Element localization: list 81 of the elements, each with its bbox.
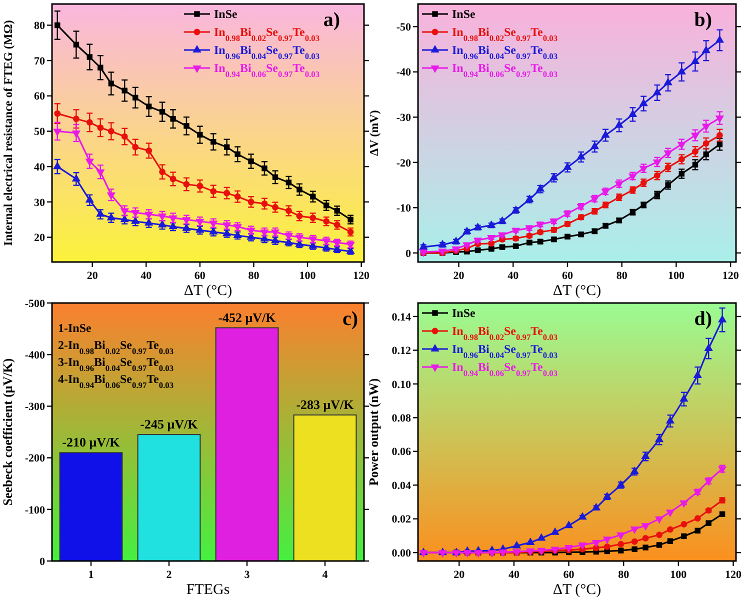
x-tick-label: 60 [562,270,574,282]
x-tick-label: 20 [453,270,465,282]
y-tick-label: 0.14 [392,311,412,324]
y-axis-title: ΔV (mV) [367,110,381,156]
y-axis-title: Internal electrical resistance of FTEG (MΩ) [1,20,15,246]
y-tick-label: -500 [24,298,46,310]
legend-label: In$_{0.98}$Bi$_{0.02}$Se$_{0.97}$Te$_{0.03}$ [452,324,558,342]
y-tick-label: 30 [34,196,46,209]
legend-label: InSe [452,7,476,22]
x-axis-title: ΔT (°C) [552,283,602,299]
legend-label: In$_{0.96}$Bi$_{0.04}$Se$_{0.97}$Te$_{0.03}$ [452,342,558,360]
y-tick-label: 0.04 [392,480,412,492]
data-label: -245 μV/K [140,416,199,432]
annotation: 4-In$_{0.94}$Bi$_{0.06}$Se$_{0.97}$Te$_{0.03}$ [58,372,174,390]
annotation: 1-InSe [58,321,92,335]
x-tick-label: 100 [668,270,685,282]
y-tick-label: 0.00 [392,547,412,560]
annotation: 2-In$_{0.98}$Bi$_{0.02}$Se$_{0.97}$Te$_{0.03}$ [58,338,174,356]
y-tick-label: 70 [34,55,46,68]
y-tick-label: -10 [396,202,412,215]
x-tick-label: 2 [166,569,172,581]
x-tick-label: 20 [454,569,466,581]
data-label: -283 μV/K [296,396,355,412]
x-axis-title: ΔT (°C) [184,283,232,299]
annotation: c) [342,308,358,330]
x-tick-label: 80 [618,569,630,581]
annotation: d) [694,308,712,330]
x-tick-label: 100 [670,569,688,581]
y-tick-label: 20 [34,232,46,244]
y-tick-label: 80 [34,20,46,32]
x-tick-label: 3 [244,569,250,581]
x-tick-label: 40 [508,270,520,282]
legend-label: In$_{0.94}$Bi$_{0.06}$Se$_{0.97}$Te$_{0.03}$ [214,61,320,79]
y-tick-label: 0.12 [392,345,412,358]
y-axis-title: Power output (nW) [366,378,381,486]
y-tick-label: -20 [396,157,412,170]
y-tick-label: -300 [24,401,46,414]
annotation: a) [323,9,340,31]
y-tick-label: 60 [34,90,46,103]
y-tick-label: -40 [396,66,412,79]
legend-label: InSe [214,7,238,22]
y-tick-label: -400 [24,349,46,362]
legend-label: In$_{0.98}$Bi$_{0.02}$Se$_{0.97}$Te$_{0.03}$ [452,25,558,43]
x-tick-label: 40 [508,569,520,581]
y-tick-label: 0.02 [392,514,412,526]
legend-label: InSe [452,306,476,320]
y-tick-label: 0.08 [392,412,412,425]
x-axis-title: FTEGs [186,582,230,598]
x-tick-label: 120 [722,270,740,282]
y-axis-title: Seebeck coefficient (μV/K) [0,358,15,506]
x-tick-label: 60 [194,270,206,282]
legend-label: In$_{0.98}$Bi$_{0.02}$Se$_{0.97}$Te$_{0.03}$ [214,25,320,43]
legend-label: In$_{0.96}$Bi$_{0.04}$Se$_{0.97}$Te$_{0.03}$ [214,43,320,61]
y-tick-label: 0 [40,556,46,568]
y-tick-label: -200 [24,452,46,465]
legend-label: In$_{0.96}$Bi$_{0.04}$Se$_{0.97}$Te$_{0.03}$ [452,43,558,61]
x-tick-label: 80 [616,270,628,282]
x-tick-label: 40 [140,270,152,282]
y-tick-label: 40 [34,161,46,174]
x-tick-label: 60 [563,569,575,581]
y-tick-label: 0 [406,248,412,260]
y-tick-label: 50 [34,126,46,138]
x-tick-label: 1 [88,569,94,581]
legend-label: In$_{0.94}$Bi$_{0.06}$Se$_{0.97}$Te$_{0.03}$ [452,360,558,378]
data-label: -210 μV/K [62,434,121,450]
data-label: -452 μV/K [218,310,277,325]
y-tick-label: -50 [396,21,412,34]
x-tick-label: 120 [353,270,370,282]
x-tick-label: 20 [86,270,98,282]
annotation: b) [694,9,712,31]
y-tick-label: -100 [24,504,46,516]
y-tick-label: 0.06 [392,446,412,458]
legend-label: In$_{0.94}$Bi$_{0.06}$Se$_{0.97}$Te$_{0.03}$ [452,61,558,79]
x-tick-label: 4 [322,569,328,581]
x-axis-title: ΔT (°C) [552,582,602,598]
x-tick-label: 100 [299,270,316,282]
y-tick-label: -30 [396,112,412,124]
annotation: 3-In$_{0.96}$Bi$_{0.04}$Se$_{0.97}$Te$_{0.03}$ [58,355,174,372]
x-tick-label: 80 [248,270,260,282]
x-tick-label: 120 [725,569,742,581]
y-tick-label: 0.10 [392,378,412,391]
